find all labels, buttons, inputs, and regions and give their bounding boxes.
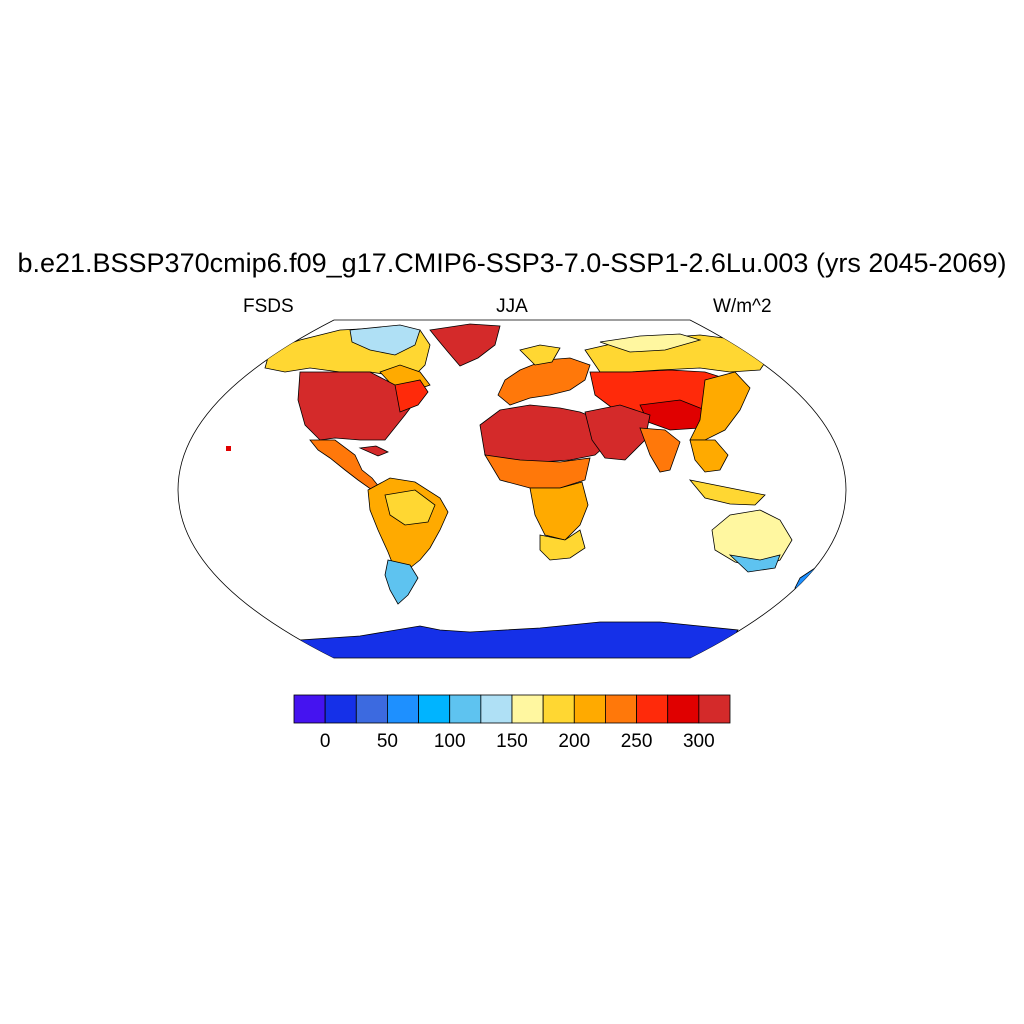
colorbar-swatch	[605, 694, 637, 724]
variable-label: FSDS	[243, 296, 294, 317]
colorbar-tick-label: 100	[433, 731, 466, 752]
colorbar-swatch	[573, 694, 606, 724]
region-siberia-north	[599, 333, 702, 353]
colorbar-swatch	[324, 694, 357, 724]
region-scandinavia	[519, 344, 561, 366]
region-east-asia	[689, 371, 751, 441]
region-hawaii	[226, 446, 231, 451]
region-usa	[297, 371, 421, 441]
region-sahel	[484, 454, 591, 489]
colorbar-tick-label: 50	[376, 731, 398, 752]
colorbar-tick-label: 300	[682, 731, 715, 752]
region-se-asia	[689, 439, 729, 473]
colorbar-swatch	[293, 694, 326, 724]
region-indonesia	[688, 479, 766, 506]
region-amazon	[384, 489, 436, 526]
region-usa-east	[394, 379, 429, 413]
colorbar-swatch	[636, 694, 669, 724]
region-central-africa	[529, 481, 589, 541]
colorbar-swatch	[542, 694, 575, 724]
region-greenland	[429, 323, 501, 367]
plot-title: b.e21.BSSP370cmip6.f09_g17.CMIP6-SSP3-7.…	[17, 248, 1007, 278]
region-australia-south	[728, 554, 781, 573]
colorbar-swatch	[511, 694, 544, 724]
region-canada-arctic	[349, 324, 421, 356]
colorbar-swatch	[418, 694, 451, 724]
region-southern-africa	[539, 529, 586, 561]
colorbar-tick-label: 200	[558, 731, 591, 752]
season-label: JJA	[496, 296, 528, 317]
colorbar-swatch	[667, 694, 700, 724]
units-label: W/m^2	[713, 296, 772, 317]
colorbar-swatch	[355, 694, 388, 724]
region-patagonia	[384, 559, 419, 605]
colorbar-tick-label: 0	[319, 731, 331, 752]
colorbar-tick-label: 250	[620, 731, 653, 752]
region-india	[639, 427, 681, 473]
region-arabia	[584, 404, 651, 461]
region-antarctica	[299, 621, 739, 658]
region-europe	[497, 357, 591, 406]
colorbar-swatch	[480, 694, 513, 724]
colorbar-tick-label: 150	[496, 731, 528, 752]
region-caribbean	[358, 445, 389, 457]
colorbar-swatch	[449, 694, 482, 724]
colorbar-swatch	[698, 694, 731, 724]
colorbar-swatch	[387, 694, 419, 724]
region-australia	[711, 509, 793, 569]
